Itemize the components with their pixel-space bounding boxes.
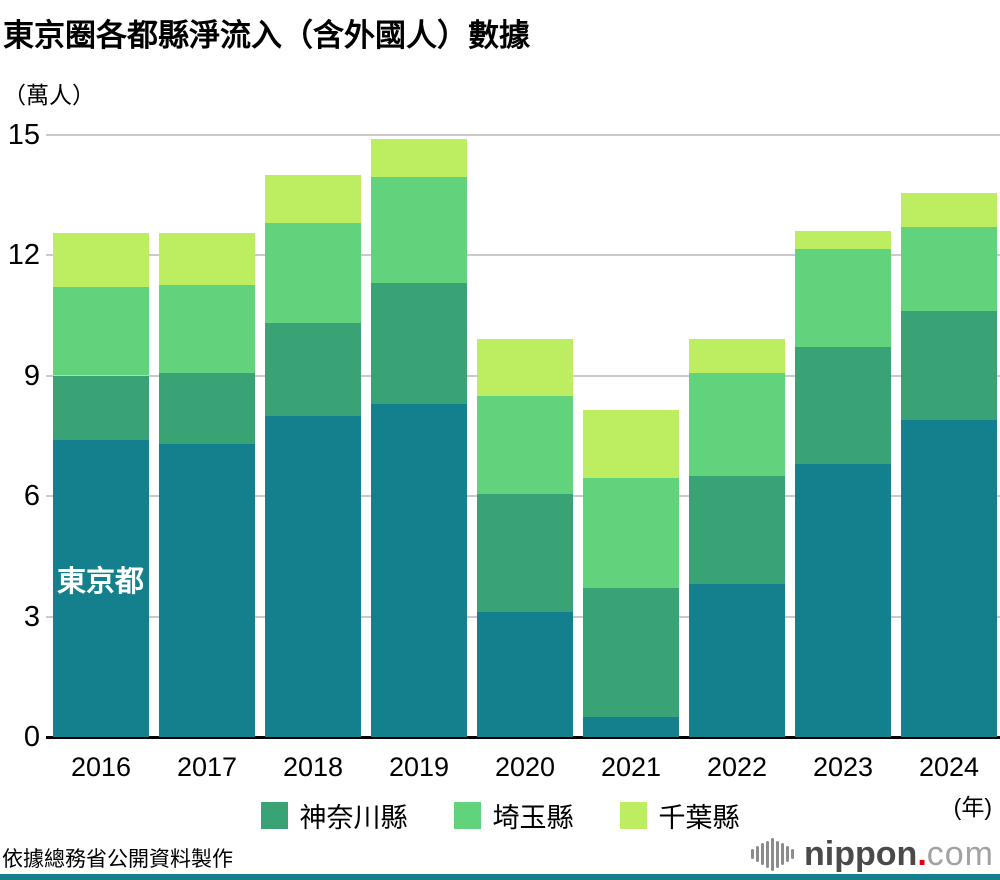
bar-segment-2021-東京都 <box>583 716 679 737</box>
bar-segment-2021-神奈川縣 <box>583 588 679 717</box>
x-tick-label-2024: 2024 <box>918 752 980 782</box>
tokyo-inline-label: 東京都 <box>57 566 145 598</box>
bottom-accent-bar <box>0 874 1000 880</box>
y-tick-label-15: 15 <box>7 118 40 151</box>
soundwave-icon <box>751 834 795 874</box>
bar-segment-2019-埼玉縣 <box>371 176 467 284</box>
bar-segment-2019-神奈川縣 <box>371 283 467 404</box>
bar-segment-2017-東京都 <box>159 443 255 737</box>
x-tick-label-2018: 2018 <box>282 752 344 782</box>
logo-dot: . <box>917 835 927 873</box>
legend-label-千葉縣: 千葉縣 <box>658 803 740 833</box>
x-tick-label-2016: 2016 <box>70 752 132 782</box>
y-axis-unit-label: （萬人） <box>3 82 95 108</box>
bar-segment-2016-千葉縣 <box>53 232 149 288</box>
bar-segment-2021-埼玉縣 <box>583 477 679 589</box>
bar-segment-2018-神奈川縣 <box>265 323 361 416</box>
bar-segment-2023-神奈川縣 <box>795 347 891 464</box>
bar-segment-2024-東京都 <box>901 419 997 737</box>
bar-segment-2023-東京都 <box>795 463 891 737</box>
legend-label-埼玉縣: 埼玉縣 <box>492 803 574 833</box>
bar-segment-2024-神奈川縣 <box>901 311 997 420</box>
bar-segment-2016-埼玉縣 <box>53 287 149 376</box>
bar-segment-2016-東京都 <box>53 439 149 737</box>
logo-text: nippon.com <box>804 834 994 874</box>
x-tick-label-2017: 2017 <box>176 752 238 782</box>
source-note: 依據總務省公開資料製作 <box>2 848 233 871</box>
bar-segment-2022-千葉縣 <box>689 339 785 374</box>
bar-segment-2020-埼玉縣 <box>477 395 573 494</box>
y-tick-label-12: 12 <box>7 239 40 271</box>
bar-segment-2023-埼玉縣 <box>795 248 891 348</box>
bar-segment-2019-千葉縣 <box>371 138 467 177</box>
legend-item-神奈川縣: 神奈川縣 <box>260 796 408 835</box>
bar-segment-2022-埼玉縣 <box>689 373 785 476</box>
x-tick-label-2019: 2019 <box>388 752 450 782</box>
gridline-15 <box>46 133 1000 136</box>
bar-segment-2020-東京都 <box>477 612 573 737</box>
x-tick-label-2022: 2022 <box>706 752 768 782</box>
bar-segment-2024-千葉縣 <box>901 192 997 227</box>
legend-swatch-神奈川縣 <box>260 802 288 829</box>
bar-segment-2016-神奈川縣 <box>53 375 149 440</box>
y-tick-label-9: 9 <box>23 359 40 392</box>
bar-segment-2023-千葉縣 <box>795 230 891 249</box>
bar-segment-2017-千葉縣 <box>159 232 255 286</box>
legend-swatch-埼玉縣 <box>453 802 481 829</box>
y-tick-label-6: 6 <box>23 480 40 512</box>
logo-text-com: com <box>926 835 994 873</box>
bar-segment-2020-神奈川縣 <box>477 493 573 613</box>
bar-segment-2019-東京都 <box>371 403 467 737</box>
bar-segment-2022-東京都 <box>689 584 785 737</box>
bar-segment-2021-千葉縣 <box>583 409 679 478</box>
x-tick-label-2023: 2023 <box>812 752 874 782</box>
x-tick-label-2020: 2020 <box>494 752 556 782</box>
legend-item-埼玉縣: 埼玉縣 <box>453 796 574 835</box>
legend: 神奈川縣 埼玉縣 千葉縣 <box>0 796 1000 835</box>
nippon-logo: nippon.com <box>751 834 994 874</box>
legend-swatch-千葉縣 <box>619 802 647 829</box>
bar-segment-2017-神奈川縣 <box>159 373 255 444</box>
bar-segment-2018-埼玉縣 <box>265 222 361 324</box>
logo-text-nippon: nippon <box>804 835 918 873</box>
legend-item-千葉縣: 千葉縣 <box>619 796 740 835</box>
y-tick-label-3: 3 <box>23 600 40 633</box>
bar-segment-2018-千葉縣 <box>265 174 361 223</box>
legend-label-神奈川縣: 神奈川縣 <box>299 803 408 833</box>
x-tick-label-2021: 2021 <box>600 752 662 782</box>
bar-segment-2024-埼玉縣 <box>901 226 997 312</box>
bar-segment-2022-神奈川縣 <box>689 475 785 585</box>
bar-segment-2018-東京都 <box>265 415 361 737</box>
y-tick-label-0: 0 <box>23 721 40 753</box>
bar-segment-2017-埼玉縣 <box>159 285 255 374</box>
x-axis-line <box>46 735 1000 739</box>
gridline-12 <box>46 254 1000 256</box>
x-axis-year-suffix: (年) <box>953 794 992 820</box>
bar-segment-2020-千葉縣 <box>477 339 573 396</box>
chart-title: 東京圈各都縣淨流入（含外國人）數據 <box>3 18 530 53</box>
